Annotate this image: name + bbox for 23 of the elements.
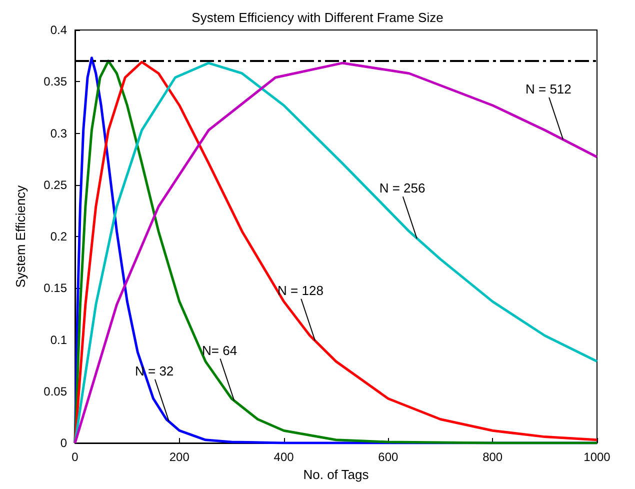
annotation: N= 64 — [202, 342, 238, 358]
y-tick-label: 0.25 — [44, 178, 68, 192]
x-tick-label: 600 — [378, 450, 399, 464]
x-axis-title: No. of Tags — [303, 466, 370, 482]
annotation: N = 32 — [134, 363, 174, 378]
y-tick-label: 0.05 — [44, 384, 68, 398]
y-tick-label: 0.35 — [44, 74, 68, 89]
annotation: N = 256 — [379, 180, 426, 196]
annotation: N = 128 — [278, 282, 324, 298]
y-tick-label: 0.3 — [50, 126, 68, 140]
y-tick-label: 0.15 — [44, 281, 68, 296]
x-tick-label: 0 — [72, 450, 79, 464]
y-tick-label: 0.4 — [50, 23, 68, 37]
x-tick-label: 400 — [274, 450, 294, 464]
x-tick-label: 800 — [482, 450, 503, 464]
chart-title: System Efficiency with Different Frame Size — [192, 10, 444, 25]
y-tick-label: 0 — [60, 436, 68, 450]
x-tick-label: 200 — [169, 450, 190, 464]
y-axis-title: System Efficiency — [13, 184, 28, 288]
y-tick-label: 0.1 — [50, 332, 68, 347]
annotation: N = 512 — [525, 82, 572, 97]
y-tick-label: 0.2 — [50, 230, 68, 244]
x-tick-label: 1000 — [584, 450, 611, 464]
